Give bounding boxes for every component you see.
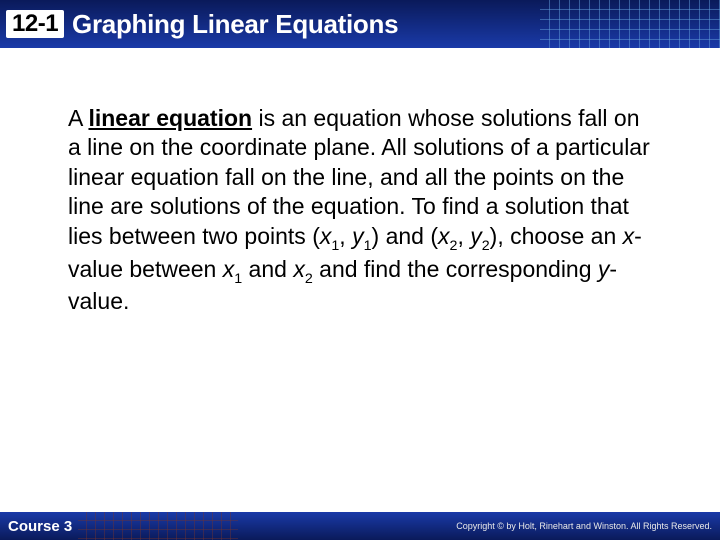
var-y2: y	[470, 223, 482, 249]
text-rest-2: ), choose an	[490, 223, 623, 249]
lesson-title: Graphing Linear Equations	[72, 9, 398, 40]
var-x2: x	[438, 223, 450, 249]
slide-footer: Course 3 Copyright © by Holt, Rinehart a…	[0, 512, 720, 540]
sub-y1: 1	[364, 238, 372, 254]
paren-and: ) and (	[372, 223, 438, 249]
lesson-header: 12-1 Graphing Linear Equations	[0, 0, 720, 48]
text-prefix: A	[68, 105, 88, 131]
vocab-term: linear equation	[88, 105, 252, 131]
sub-x1: 1	[331, 238, 339, 254]
sub-x2b: 2	[305, 271, 313, 287]
course-label: Course 3	[8, 518, 72, 535]
header-grid-decoration	[540, 0, 720, 48]
var-x1: x	[320, 223, 332, 249]
var-x: x	[623, 223, 635, 249]
text-rest-4: and find the corresponding	[313, 256, 598, 282]
comma-2: ,	[457, 223, 470, 249]
footer-grid-decoration	[78, 512, 238, 540]
lesson-number-badge: 12-1	[6, 10, 64, 38]
sub-x2: 2	[450, 238, 458, 254]
sub-x1b: 1	[234, 271, 242, 287]
and-text: and	[242, 256, 293, 282]
var-y: y	[598, 256, 610, 282]
definition-paragraph: A linear equation is an equation whose s…	[68, 104, 654, 317]
var-x1b: x	[223, 256, 235, 282]
comma-1: ,	[339, 223, 352, 249]
sub-y2: 2	[482, 238, 490, 254]
copyright-text: Copyright © by Holt, Rinehart and Winsto…	[456, 521, 712, 531]
var-y1: y	[352, 223, 364, 249]
var-x2b: x	[293, 256, 305, 282]
